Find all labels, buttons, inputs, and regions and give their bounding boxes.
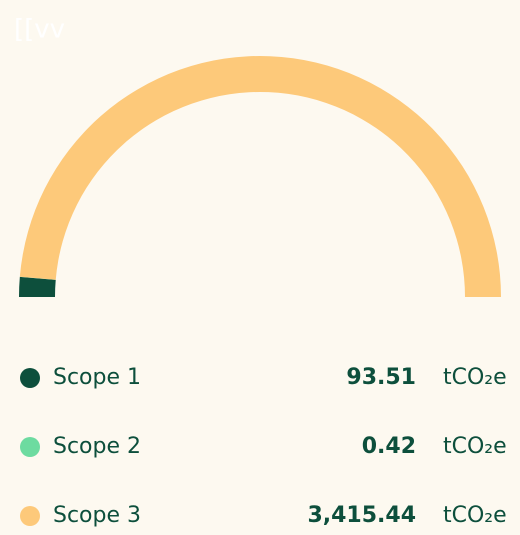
legend-label: Scope 1 bbox=[53, 365, 141, 390]
unit-label: tCO₂e bbox=[443, 503, 507, 528]
legend-swatch bbox=[20, 437, 40, 457]
donut-segment bbox=[19, 55, 501, 297]
legend-swatch bbox=[20, 368, 40, 388]
legend-label: Scope 3 bbox=[53, 503, 141, 528]
unit-label: tCO₂e bbox=[443, 434, 507, 459]
legend-swatch bbox=[20, 506, 40, 526]
value-label: 3,415.44 bbox=[307, 503, 416, 528]
value-label: 0.42 bbox=[362, 434, 416, 459]
chart-title: [[vv bbox=[14, 15, 65, 45]
legend-label: Scope 2 bbox=[53, 434, 141, 459]
unit-label: tCO₂e bbox=[443, 365, 507, 390]
donut-segment bbox=[19, 276, 56, 297]
donut-segment bbox=[19, 276, 56, 280]
value-label: 93.51 bbox=[346, 365, 416, 390]
